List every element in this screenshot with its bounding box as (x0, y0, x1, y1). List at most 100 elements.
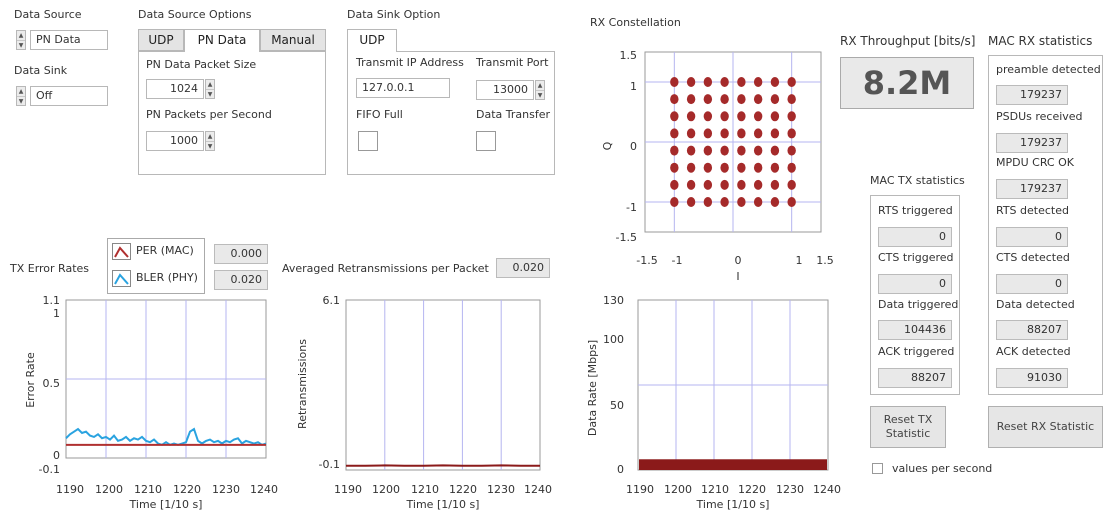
constellation-point (720, 94, 729, 105)
tab-sink-udp[interactable]: UDP (347, 29, 397, 52)
source-options-title: Data Source Options (138, 8, 252, 21)
x-tick: 1200 (372, 483, 400, 496)
constellation-point (787, 179, 796, 190)
port-spinner[interactable]: ▲ ▼ (535, 80, 545, 100)
data-source-spinner[interactable]: ▲ ▼ (16, 30, 26, 50)
constellation-point (787, 128, 796, 139)
y-tick: 1.5 (620, 49, 638, 62)
constellation-point (770, 179, 780, 190)
data-source-field[interactable]: PN Data (30, 30, 108, 50)
y-tick: 0 (617, 463, 624, 476)
constellation-point (753, 77, 763, 87)
values-per-second-checkbox[interactable] (872, 463, 883, 474)
data-detected-label: Data detected (996, 298, 1075, 311)
cts-triggered-label: CTS triggered (878, 251, 954, 264)
data-sink-field[interactable]: Off (30, 86, 108, 106)
constellation-point (737, 111, 746, 122)
tab-manual[interactable]: Manual (260, 29, 326, 51)
x-tick: 1220 (449, 483, 477, 496)
constellation-point (787, 162, 796, 173)
y-tick: -0.1 (39, 463, 60, 476)
y-tick: 100 (603, 333, 624, 346)
x-tick: 1.5 (816, 254, 834, 267)
y-tick: -0.1 (319, 458, 340, 471)
constellation-point (670, 197, 679, 207)
x-tick: 1210 (411, 483, 439, 496)
rts-detected-value: 0 (996, 227, 1068, 247)
data-source-label: Data Source (14, 8, 82, 21)
packet-size-label: PN Data Packet Size (146, 58, 257, 71)
y-tick: -1.5 (616, 231, 637, 244)
x-tick: 1 (796, 254, 803, 267)
constellation-point (670, 94, 679, 105)
constellation-point (670, 111, 679, 122)
constellation-point (737, 179, 746, 190)
ip-label: Transmit IP Address (356, 56, 464, 69)
port-field[interactable]: 13000 (476, 80, 534, 100)
constellation-point (703, 162, 713, 173)
constellation-point (753, 197, 763, 207)
constellation-point (686, 162, 696, 173)
constellation-point (737, 94, 746, 105)
ip-field[interactable]: 127.0.0.1 (356, 78, 450, 98)
constellation-point (753, 111, 763, 122)
constellation-point (753, 128, 763, 139)
constellation-point (720, 111, 729, 122)
constellation-point (686, 128, 696, 139)
pps-spinner[interactable]: ▲ ▼ (205, 131, 215, 151)
x-tick: 1230 (776, 483, 804, 496)
x-axis-label: Time [1/10 s] (696, 498, 770, 511)
y-tick: 0.5 (43, 377, 61, 390)
tab-pn-data[interactable]: PN Data (184, 29, 260, 52)
data-transfer-indicator (476, 131, 496, 151)
reset-tx-button[interactable]: Reset TX Statistic (870, 406, 946, 448)
constellation-point (670, 162, 679, 173)
constellation-point (770, 197, 780, 207)
constellation-point (753, 94, 763, 105)
x-tick: 1190 (334, 483, 362, 496)
y-tick: 1.1 (43, 294, 61, 307)
constellation-point (787, 77, 796, 87)
constellation-point (703, 145, 713, 156)
constellation-point (670, 77, 679, 87)
mac-tx-panel (870, 195, 960, 395)
y-axis-label: Data Rate [Mbps] (586, 340, 599, 436)
constellation-point (770, 128, 780, 139)
bler-legend-label: BLER (PHY) (136, 271, 198, 284)
y-tick: 6.1 (323, 294, 341, 307)
reset-rx-button[interactable]: Reset RX Statistic (988, 406, 1103, 448)
packet-size-spinner[interactable]: ▲ ▼ (205, 79, 215, 99)
rts-triggered-label: RTS triggered (878, 204, 953, 217)
constellation-point (737, 77, 746, 87)
constellation-point (720, 145, 729, 156)
tab-udp[interactable]: UDP (138, 29, 184, 51)
mac-rx-title: MAC RX statistics (988, 34, 1093, 48)
sink-option-title: Data Sink Option (347, 8, 441, 21)
y-axis-label: Error Rate (24, 352, 37, 408)
constellation-point (737, 162, 746, 173)
rts-detected-label: RTS detected (996, 204, 1069, 217)
data-sink-spinner[interactable]: ▲ ▼ (16, 86, 26, 106)
plot-frame (345, 299, 541, 471)
ack-detected-value: 91030 (996, 368, 1068, 388)
x-tick: 1230 (212, 483, 240, 496)
constellation-point (670, 179, 679, 190)
x-tick: 1190 (56, 483, 84, 496)
packet-size-field[interactable]: 1024 (146, 79, 204, 99)
data-transfer-label: Data Transfer (476, 108, 550, 121)
constellation-point (787, 145, 796, 156)
retrans-title: Averaged Retransmissions per Packet (282, 262, 489, 275)
pps-field[interactable]: 1000 (146, 131, 204, 151)
rx-constellation-title: RX Constellation (590, 16, 681, 29)
x-tick: -1 (672, 254, 683, 267)
tx-error-chart: 1.1 1 0.5 0 -0.1 1190 1200 1210 1220 123… (24, 294, 278, 511)
x-axis-label: Time [1/10 s] (129, 498, 203, 511)
constellation-point (670, 128, 679, 139)
x-tick: 0 (735, 254, 742, 267)
constellation-point (703, 179, 713, 190)
constellation-point (686, 77, 696, 87)
constellation-point (670, 145, 679, 156)
constellation-point (770, 111, 780, 122)
rx-constellation-chart: 1.5 1 0 -1 -1.5 -1.5 -1 0 1 1.5 I Q (601, 49, 834, 283)
crc-label: MPDU CRC OK (996, 156, 1074, 169)
